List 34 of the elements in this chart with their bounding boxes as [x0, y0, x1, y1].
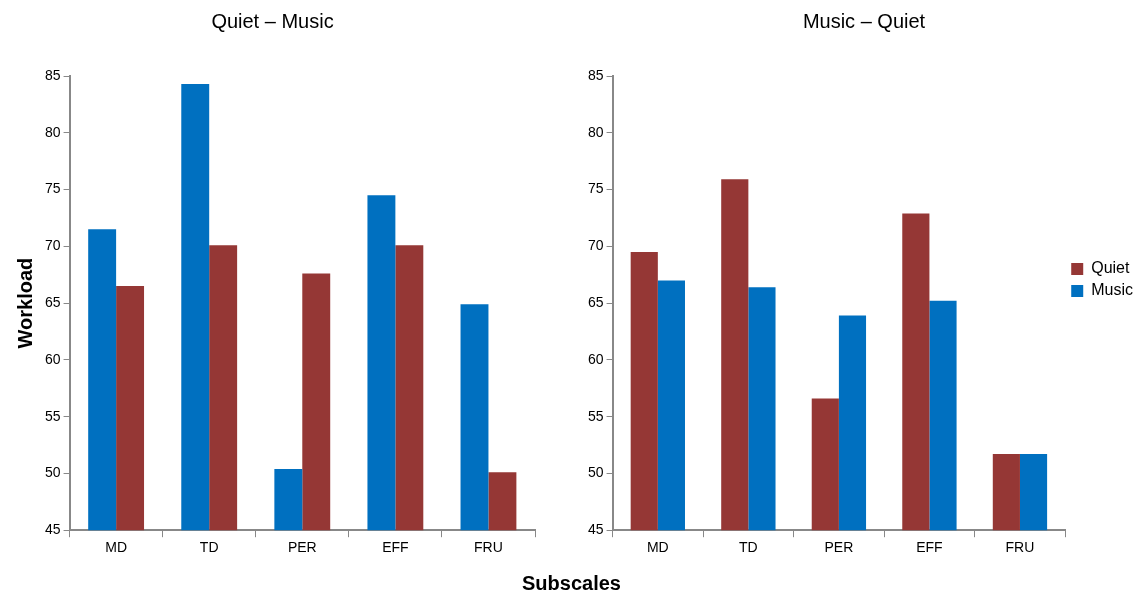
chart-title: Quiet – Music — [211, 9, 334, 32]
y-tick-label: 50 — [44, 464, 61, 481]
x-tick-label: PER — [287, 539, 317, 556]
y-tick-label: 70 — [587, 237, 604, 254]
y-axis-title: Workload — [13, 257, 36, 349]
x-tick-label: TD — [739, 539, 758, 556]
y-tick-label: 85 — [44, 66, 61, 83]
y-tick-label: 60 — [44, 350, 61, 367]
legend-label: Music — [1091, 281, 1133, 299]
y-tick-label: 65 — [587, 293, 604, 310]
x-tick-label: FRU — [474, 539, 503, 556]
x-tick-label: MD — [105, 539, 128, 556]
y-tick-label: 45 — [587, 521, 604, 538]
legend-label: Quiet — [1091, 259, 1131, 277]
y-tick-label: 80 — [587, 123, 604, 140]
x-tick-label: TD — [199, 539, 219, 556]
y-tick-label: 55 — [587, 407, 604, 424]
x-tick-label: EFF — [916, 539, 943, 556]
y-tick-label: 65 — [44, 293, 61, 310]
y-tick-label: 55 — [44, 407, 61, 424]
y-tick-label: 85 — [587, 66, 604, 83]
y-tick-label: 75 — [44, 180, 61, 197]
chart-title: Music – Quiet — [802, 9, 926, 32]
x-tick-label: EFF — [382, 539, 409, 556]
y-tick-label: 75 — [587, 180, 604, 197]
y-tick-label: 60 — [587, 350, 604, 367]
x-tick-label: PER — [824, 539, 854, 556]
y-tick-label: 80 — [44, 123, 61, 140]
x-tick-label: MD — [646, 539, 669, 556]
x-axis-title: Subscales — [521, 572, 622, 595]
y-tick-label: 50 — [587, 464, 604, 481]
y-tick-label: 45 — [44, 521, 61, 538]
x-tick-label: FRU — [1005, 539, 1035, 556]
y-tick-label: 70 — [44, 237, 61, 254]
